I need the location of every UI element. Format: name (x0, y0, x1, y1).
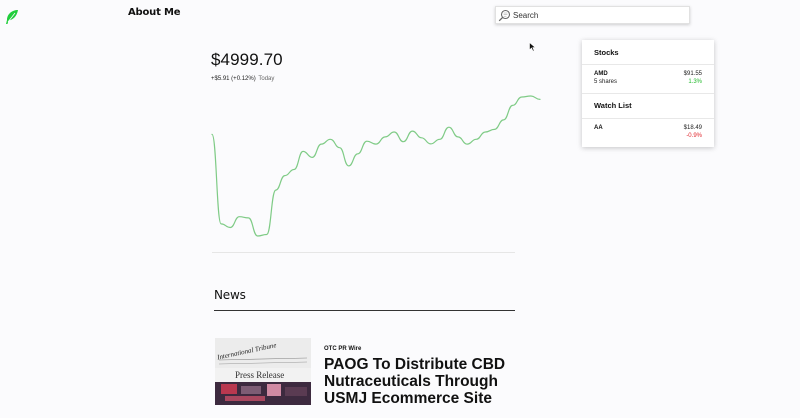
news-headline-link[interactable]: PAOG To Distribute CBD Nutraceuticals Th… (324, 356, 506, 407)
nav-about-me-link[interactable]: About Me (128, 7, 181, 18)
watchlist-symbol: AA (594, 125, 603, 131)
portfolio-change-period: Today (258, 76, 275, 82)
search-bar[interactable] (495, 6, 690, 24)
mouse-pointer-icon (529, 42, 537, 52)
card-divider (582, 64, 714, 65)
search-input[interactable] (513, 8, 683, 22)
card-divider (582, 118, 714, 119)
stock-price: $91.55 (683, 71, 702, 77)
watchlist-change: -0.9% (686, 133, 702, 139)
watchlist-title: Watch List (594, 101, 632, 110)
stock-change: 1.3% (688, 79, 702, 85)
portfolio-change: +$5.91 (+0.12%) Today (211, 76, 274, 82)
card-divider (582, 93, 714, 94)
thumb-press-release-text: Press Release (235, 370, 284, 380)
portfolio-value-line (211, 95, 541, 237)
search-magnifier-icon (498, 9, 511, 21)
watchlist-price: $18.49 (683, 125, 702, 131)
portfolio-change-amount: +$5.91 (+0.12%) (211, 76, 256, 82)
news-thumbnail-image[interactable]: International Tribune Press Release (215, 338, 311, 405)
portfolio-line-chart[interactable] (211, 92, 541, 242)
news-section-title: News (214, 288, 246, 302)
portfolio-value: $4999.70 (211, 50, 283, 69)
feather-leaf-icon[interactable] (5, 9, 19, 25)
news-divider (214, 310, 515, 311)
stock-symbol: AMD (594, 71, 608, 77)
newspaper-press-release-image: International Tribune Press Release (215, 338, 311, 405)
stocks-title: Stocks (594, 48, 619, 57)
stock-shares: 5 shares (594, 79, 618, 85)
stocks-watchlist-card: Stocks AMD 5 shares $91.55 1.3% Watch Li… (582, 40, 714, 147)
chart-divider (212, 252, 515, 253)
news-source: OTC PR Wire (324, 346, 362, 352)
